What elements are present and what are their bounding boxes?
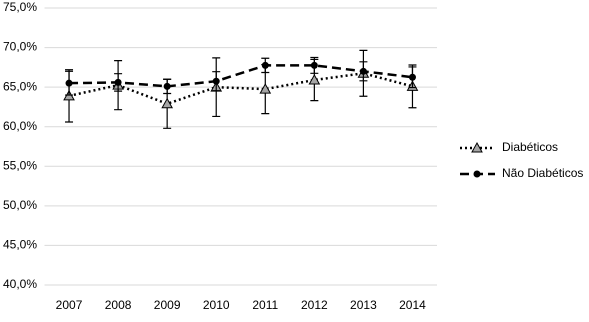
marker	[114, 78, 122, 86]
marker	[161, 97, 174, 109]
marker	[308, 73, 321, 85]
y-tick-label: 75,0%	[3, 0, 37, 14]
legend-marker	[471, 141, 483, 153]
legend-label: Não Diabéticos	[502, 166, 583, 180]
y-tick-label: 60,0%	[3, 119, 37, 133]
marker	[65, 79, 73, 87]
y-tick-label: 70,0%	[3, 40, 37, 54]
x-tick-label: 2014	[399, 298, 426, 312]
marker	[259, 83, 272, 94]
x-tick-label: 2011	[252, 298, 278, 312]
y-tick-label: 45,0%	[3, 238, 37, 252]
x-tick-label: 2012	[301, 298, 328, 312]
marker	[310, 61, 318, 69]
y-tick-label: 65,0%	[3, 79, 37, 93]
series-line	[69, 64, 413, 88]
marker	[212, 77, 220, 85]
x-tick-label: 2008	[105, 298, 132, 312]
x-tick-label: 2009	[154, 298, 181, 312]
marker	[261, 61, 269, 69]
marker	[359, 67, 367, 75]
legend-marker	[473, 170, 481, 178]
marker	[408, 73, 416, 81]
legend-label: Diabéticos	[502, 140, 558, 154]
x-tick-label: 2013	[350, 298, 377, 312]
y-tick-label: 40,0%	[3, 277, 37, 291]
y-tick-label: 50,0%	[3, 198, 37, 212]
x-tick-label: 2007	[56, 298, 83, 312]
marker	[163, 82, 171, 90]
x-tick-label: 2010	[203, 298, 230, 312]
y-tick-label: 55,0%	[3, 158, 37, 172]
